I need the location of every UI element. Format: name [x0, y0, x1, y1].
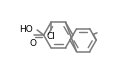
Text: HO: HO [19, 25, 33, 34]
Text: Cl: Cl [47, 32, 55, 41]
Text: O: O [29, 39, 36, 48]
